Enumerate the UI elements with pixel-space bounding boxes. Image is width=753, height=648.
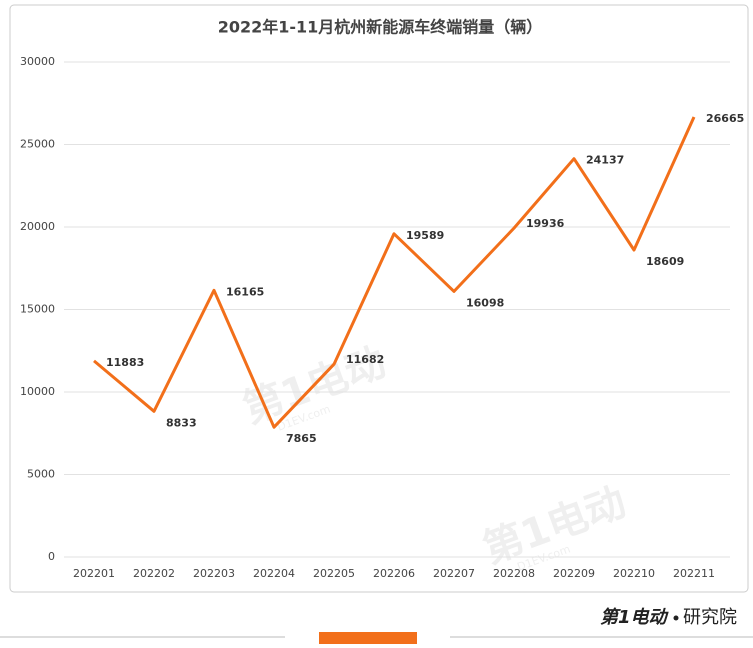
x-tick-label: 202201 [73, 567, 115, 580]
x-tick-label: 202211 [673, 567, 715, 580]
series-line [93, 116, 696, 429]
x-tick-label: 202210 [613, 567, 655, 580]
value-label: 19589 [406, 229, 444, 242]
footer-accent [319, 632, 417, 644]
footer-dot [673, 615, 679, 621]
value-label: 24137 [586, 154, 624, 167]
value-label: 19936 [526, 217, 565, 230]
x-tick-label: 202204 [253, 567, 295, 580]
value-label: 11883 [106, 356, 144, 369]
value-label: 26665 [706, 112, 744, 125]
x-tick-label: 202207 [433, 567, 475, 580]
value-label: 11682 [346, 353, 384, 366]
value-label: 8833 [166, 416, 197, 429]
x-tick-label: 202202 [133, 567, 175, 580]
y-tick-label: 25000 [20, 138, 55, 151]
value-label: 18609 [646, 255, 684, 268]
y-tick-label: 0 [48, 550, 55, 563]
y-tick-label: 10000 [20, 385, 55, 398]
chart-frame [9, 4, 749, 593]
y-tick-label: 5000 [27, 468, 55, 481]
x-tick-label: 202209 [553, 567, 595, 580]
footer-institute: 研究院 [683, 607, 737, 628]
chart-title: 2022年1-11月杭州新能源车终端销量（辆） [218, 18, 543, 37]
y-tick-label: 30000 [20, 55, 55, 68]
value-label: 16098 [466, 296, 504, 309]
y-tick-label: 15000 [20, 303, 55, 316]
x-tick-label: 202203 [193, 567, 235, 580]
x-tick-label: 202206 [373, 567, 415, 580]
x-tick-label: 202205 [313, 567, 355, 580]
value-label: 7865 [286, 432, 317, 445]
value-label: 16165 [226, 285, 264, 298]
y-tick-label: 20000 [20, 220, 55, 233]
x-tick-label: 202208 [493, 567, 535, 580]
footer-brand: 第1电动 [600, 607, 670, 628]
